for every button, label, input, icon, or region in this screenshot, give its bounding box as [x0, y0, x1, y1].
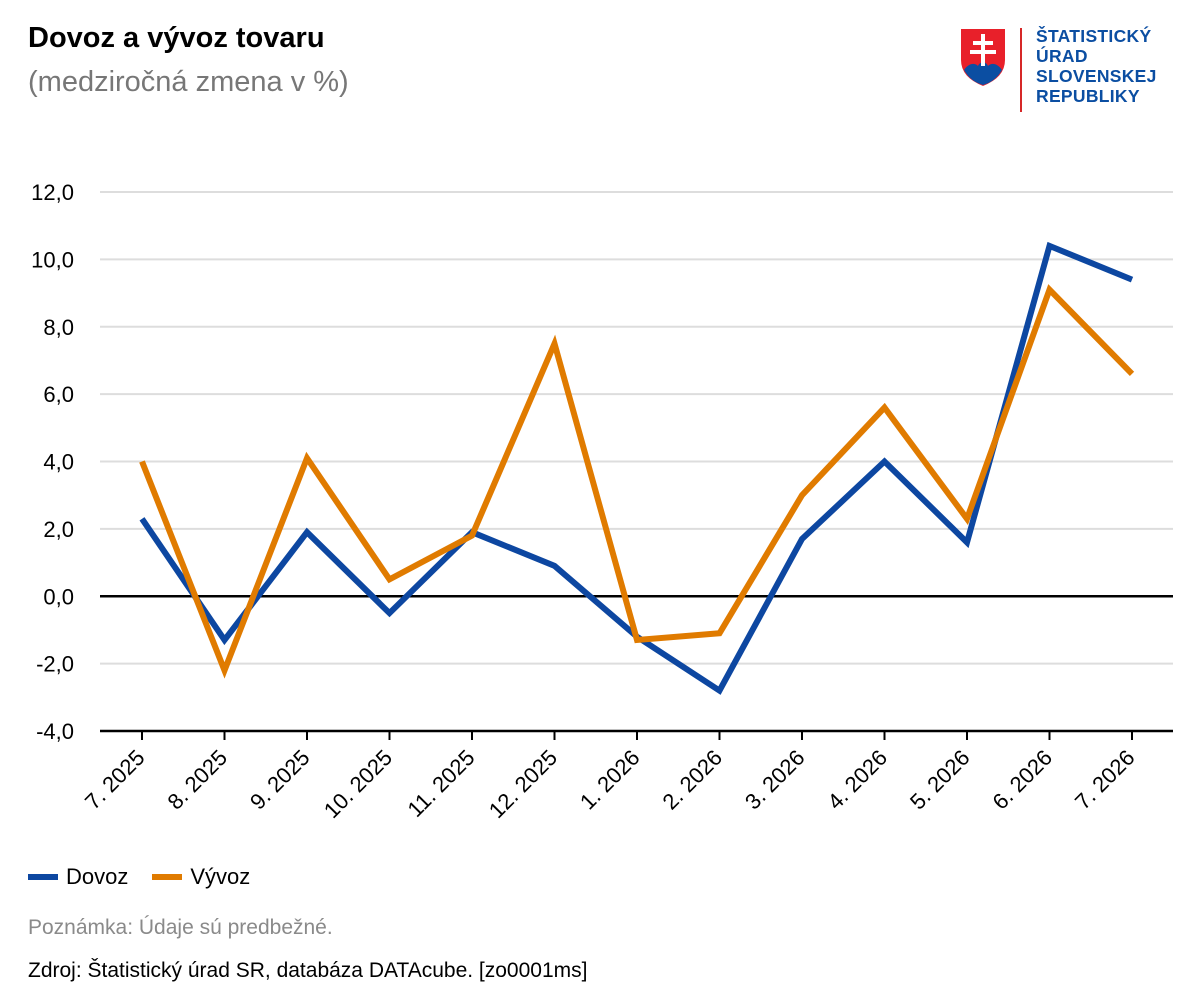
chart-legend: Dovoz Vývoz	[28, 864, 274, 890]
y-tick-label: -4,0	[36, 719, 74, 744]
legend-label-vyvoz: Vývoz	[190, 864, 251, 889]
y-tick-label: 10,0	[31, 247, 74, 272]
legend-swatch-vyvoz	[152, 874, 183, 880]
y-tick-label: 8,0	[43, 315, 74, 340]
x-tick-label: 1. 2026	[575, 745, 645, 815]
x-tick-label: 4. 2026	[822, 745, 892, 815]
x-tick-label: 11. 2025	[402, 745, 479, 822]
y-tick-label: 2,0	[43, 517, 74, 542]
series-line-vyvoz	[139, 284, 1135, 679]
x-tick-label: 7. 2025	[80, 745, 150, 815]
legend-label-dovoz: Dovoz	[66, 864, 129, 889]
x-tick-label: 9. 2025	[245, 745, 315, 815]
legend-swatch-dovoz	[28, 874, 58, 880]
logo-text: ŠTATISTICKÝ ÚRAD SLOVENSKEJ REPUBLIKY	[1036, 26, 1157, 106]
x-tick-label: 2. 2026	[657, 745, 727, 815]
susr-logo: ŠTATISTICKÝ ÚRAD SLOVENSKEJ REPUBLIKY	[958, 26, 1168, 116]
x-tick-label: 10. 2025	[319, 745, 397, 823]
x-tick-label: 8. 2025	[162, 745, 232, 815]
chart-subtitle: (medziročná zmena v %)	[28, 66, 349, 98]
source-line: Zdroj: Štatistický úrad SR, databáza DAT…	[28, 959, 588, 982]
y-tick-label: -2,0	[36, 652, 74, 677]
x-tick-label: 12. 2025	[484, 745, 562, 823]
logo-line: REPUBLIKY	[1036, 86, 1140, 106]
logo-line: ÚRAD	[1036, 46, 1088, 66]
x-tick-label: 5. 2026	[905, 745, 975, 815]
slovak-coat-of-arms-icon	[959, 27, 1007, 88]
y-tick-label: 6,0	[43, 382, 74, 407]
x-tick-label: 6. 2026	[987, 745, 1057, 815]
y-tick-label: 4,0	[43, 450, 74, 475]
legend-item-vyvoz: Vývoz	[152, 864, 250, 890]
y-tick-label: 12,0	[31, 180, 74, 205]
line-chart: 12,0 10,0 8,0 6,0 4,0 2,0 0,0 -2,0 -4,07. 2025 8.…	[31, 180, 1173, 823]
legend-item-dovoz: Dovoz	[28, 864, 128, 890]
chart-title: Dovoz a vývoz tovaru	[28, 22, 325, 54]
logo-line: SLOVENSKEJ	[1036, 66, 1157, 86]
logo-line: ŠTATISTICKÝ	[1036, 26, 1152, 46]
logo-divider	[1020, 28, 1022, 112]
footnote: Poznámka: Údaje sú predbežné.	[28, 916, 333, 939]
x-tick-label: 3. 2026	[740, 745, 810, 815]
y-tick-label: 0,0	[43, 584, 74, 609]
x-tick-label: 7. 2026	[1070, 745, 1140, 815]
